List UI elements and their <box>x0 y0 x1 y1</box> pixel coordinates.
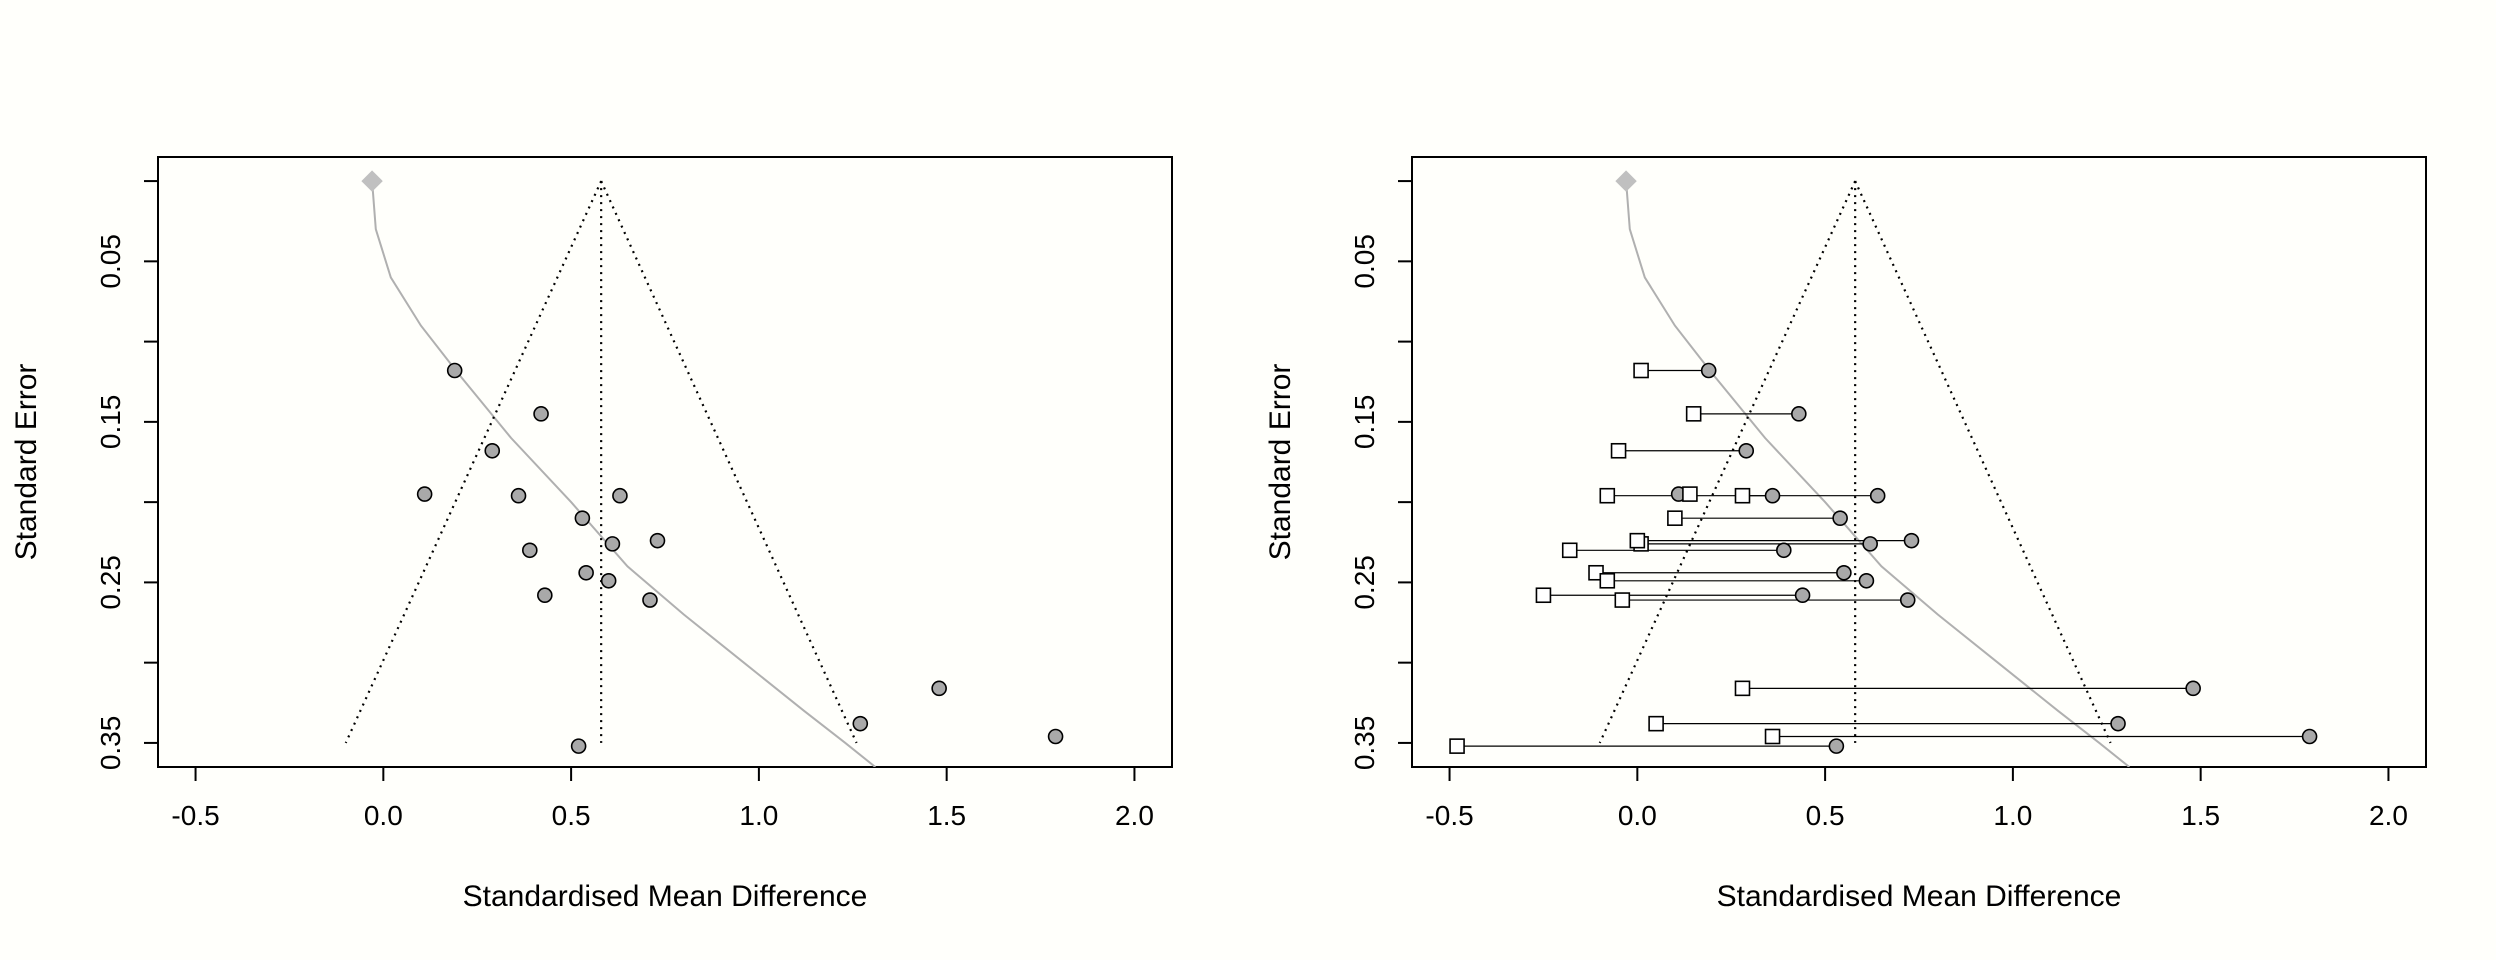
study-point <box>1836 564 1852 581</box>
funnel-right-line <box>1854 180 2112 744</box>
adjusted-point <box>1449 738 1465 754</box>
x-tick-label: 1.0 <box>1993 800 2032 831</box>
x-tick-label: 2.0 <box>1115 800 1154 831</box>
x-tick-label: 1.5 <box>2181 800 2220 831</box>
adjusted-point <box>1764 728 1781 745</box>
x-tick-label: 0.0 <box>1618 800 1657 831</box>
study-point <box>1869 487 1886 504</box>
adjustment-curve <box>1625 181 2130 767</box>
y-tick-label: 0.25 <box>95 555 126 610</box>
y-tick-label: 0.05 <box>1349 234 1380 289</box>
study-point <box>1903 532 1920 549</box>
study-point <box>574 510 591 526</box>
study-point <box>578 564 594 581</box>
adjusted-point <box>1610 442 1627 459</box>
funnel-plot-right: -0.5 0.0 0.5 1.0 1.5 2.0 0.05 0.15 0.25 0.35 Stand… <box>1264 156 2427 913</box>
study-point <box>1794 587 1811 604</box>
study-point <box>2185 680 2201 697</box>
study-point <box>416 486 433 502</box>
x-tick-label: 1.0 <box>739 800 778 831</box>
x-axis-title: Standardised Mean Difference <box>1717 880 2122 913</box>
study-point <box>570 738 587 754</box>
study-point <box>510 487 527 504</box>
y-tick-label: 0.25 <box>1349 555 1380 610</box>
study-point <box>1862 536 1878 552</box>
plot-area <box>344 170 876 767</box>
study-point <box>931 680 947 697</box>
study-point <box>1047 728 1064 745</box>
study-point <box>2110 715 2126 732</box>
y-tick-label: 0.35 <box>95 716 126 771</box>
funnel-left-line <box>344 180 603 744</box>
study-point <box>1764 487 1781 504</box>
x-tick-label: 0.0 <box>364 800 403 831</box>
adjusted-point <box>1685 406 1702 422</box>
study-point <box>604 536 621 552</box>
study-point <box>1828 738 1845 754</box>
study-point <box>521 542 538 559</box>
study-point <box>600 572 617 589</box>
x-tick-label: -0.5 <box>1425 800 1473 831</box>
y-axis-title: Standard Error <box>10 364 43 561</box>
study-point <box>1899 592 1916 608</box>
funnel-left-line <box>1598 180 1857 744</box>
adjusted-point <box>1648 715 1664 732</box>
study-point <box>1858 572 1875 589</box>
adjusted-point <box>1561 542 1578 559</box>
study-point <box>612 487 628 504</box>
plot-frame <box>157 156 1173 768</box>
adjusted-estimate-diamond <box>1615 170 1637 192</box>
plot-frame <box>1411 156 2427 768</box>
y-axis-title: Standard Error <box>1264 364 1297 561</box>
x-tick-label: 0.5 <box>1806 800 1845 831</box>
x-tick-label: 0.5 <box>552 800 591 831</box>
adjustment-curve <box>371 181 876 767</box>
adjusted-point <box>1667 510 1683 526</box>
adjusted-point <box>1535 587 1552 604</box>
study-point <box>446 362 463 379</box>
study-point <box>484 442 501 459</box>
adjusted-estimate-diamond <box>361 170 383 192</box>
adjusted-point <box>1599 572 1616 589</box>
study-point <box>1791 406 1807 422</box>
study-point <box>1738 442 1755 459</box>
adjusted-point <box>1734 487 1751 504</box>
x-tick-label: 2.0 <box>2369 800 2408 831</box>
study-point <box>649 532 666 549</box>
study-point <box>642 592 658 608</box>
study-point <box>852 715 869 732</box>
adjusted-point <box>1629 532 1646 549</box>
y-tick-label: 0.35 <box>1349 716 1380 771</box>
adjusted-point <box>1682 486 1698 502</box>
adjusted-point <box>1599 487 1616 504</box>
study-point <box>1832 510 1848 526</box>
y-tick-label: 0.05 <box>95 234 126 289</box>
study-point <box>1700 362 1717 379</box>
adjusted-point <box>1734 680 1751 697</box>
x-tick-label: 1.5 <box>927 800 966 831</box>
x-tick-label: -0.5 <box>171 800 219 831</box>
funnel-plot-left: -0.5 0.0 0.5 1.0 1.5 2.0 0.05 0.15 0.25 0.35 Stand… <box>10 156 1173 913</box>
plot-area <box>1598 170 2130 767</box>
funnel-right-line <box>600 180 858 744</box>
study-point <box>2301 728 2318 745</box>
y-tick-label: 0.15 <box>95 395 126 450</box>
adjusted-point <box>1614 592 1631 608</box>
x-axis-title: Standardised Mean Difference <box>463 880 868 913</box>
study-point <box>537 587 553 604</box>
y-tick-label: 0.15 <box>1349 395 1380 450</box>
adjusted-point <box>1633 362 1649 379</box>
study-point <box>1776 542 1792 559</box>
study-point <box>533 406 549 422</box>
